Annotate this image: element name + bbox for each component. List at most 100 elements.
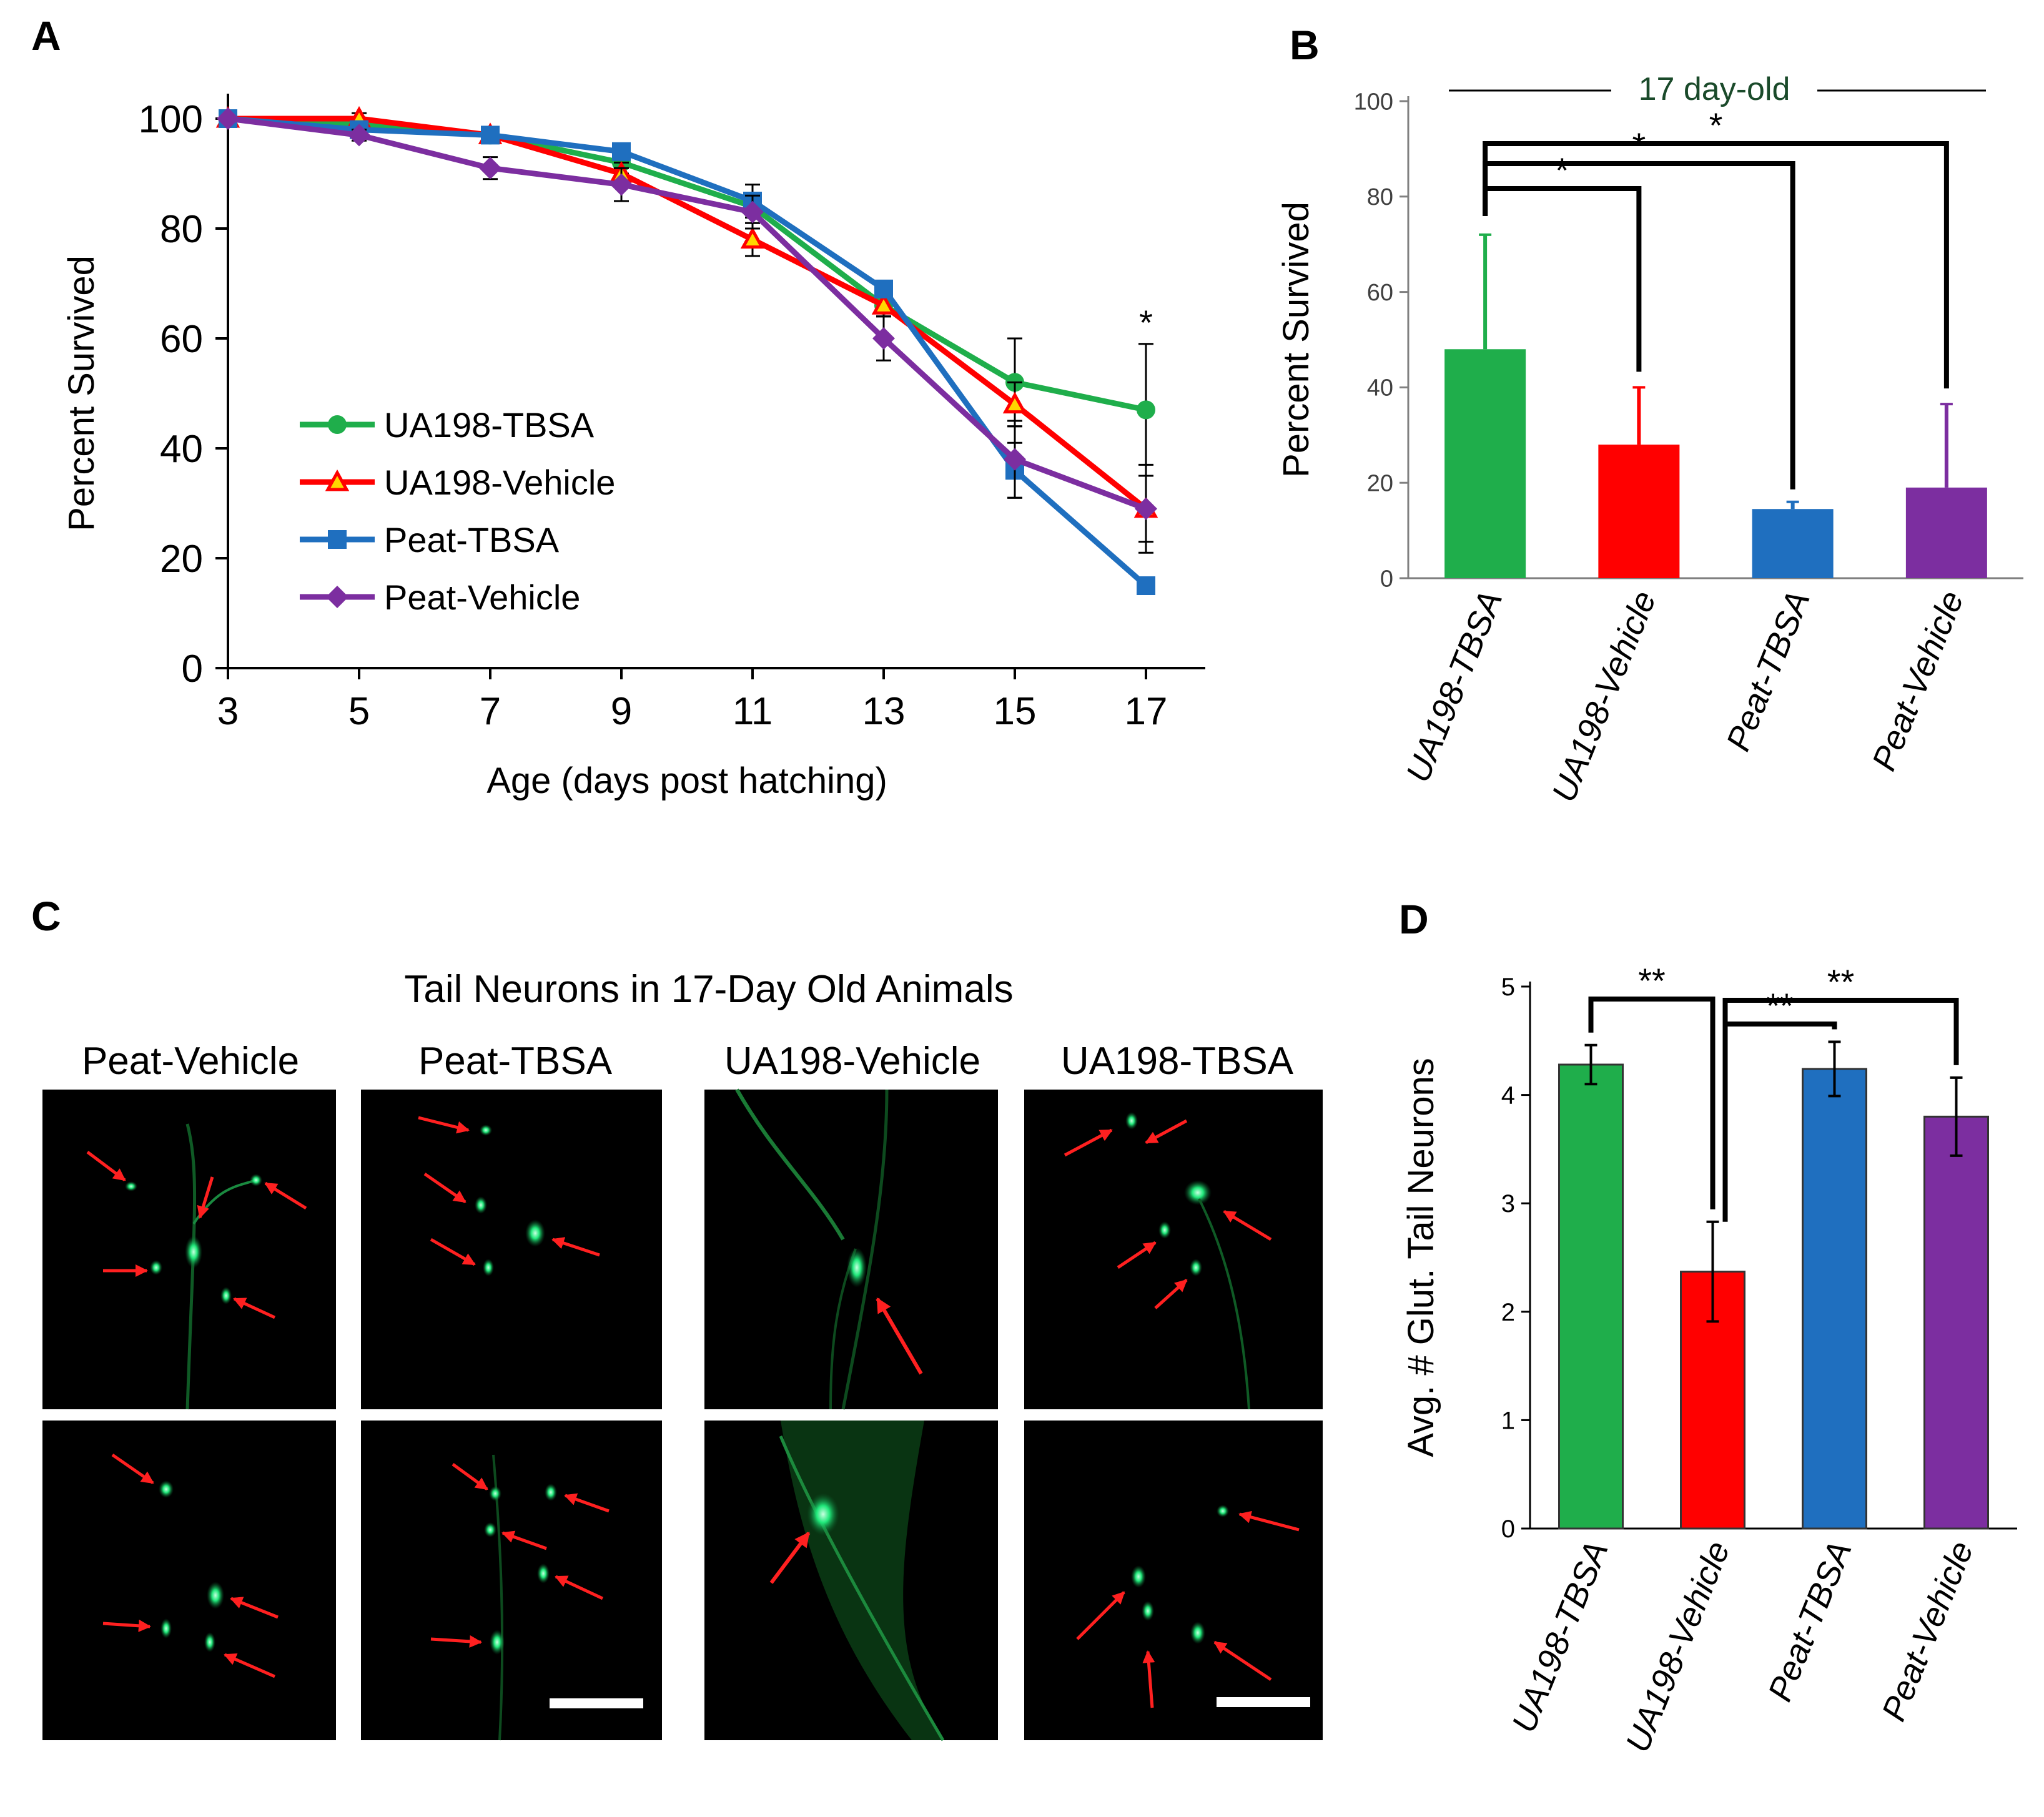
panel-d-y-tick-label: 5	[1501, 973, 1515, 1001]
panel-a-x-tick-label: 7	[480, 690, 501, 733]
panel-a-x-tick-label: 9	[611, 690, 632, 733]
panel-b-category-label: Peat-TBSA	[1719, 586, 1817, 756]
panel-a-data-point	[1004, 448, 1026, 471]
panel-d-significance-bracket	[1722, 998, 1959, 1222]
panel-c: C Tail Neurons in 17-Day Old Animals Pea…	[31, 893, 1323, 1741]
panel-d-y-tick-label: 3	[1501, 1190, 1515, 1218]
panel-b-significance-bracket	[1483, 186, 1642, 372]
panel-d-category-label: Peat-Vehicle	[1875, 1536, 1981, 1726]
panel-a-y-tick-label: 40	[160, 428, 203, 471]
panel-d-significance: ** ** **	[1588, 961, 1959, 1222]
panel-d-significance-label: **	[1766, 986, 1794, 1025]
panel-d-y-axis-title: Avg. # Glut. Tail Neurons	[1401, 1058, 1441, 1457]
panel-b-y-axis-title: Percent Survived	[1276, 202, 1316, 478]
panel-b-y-tick-label: 20	[1367, 471, 1393, 497]
panel-d-category-label: UA198-Vehicle	[1619, 1536, 1737, 1758]
panel-b-axes: 0 20 40 60 80 100	[1354, 89, 2023, 592]
scale-bar	[550, 1698, 643, 1708]
panel-a-x-tick-label: 5	[348, 690, 370, 733]
panel-d-y-tick-label: 2	[1501, 1299, 1515, 1326]
panel-a-legend-label: Peat-Vehicle	[384, 578, 580, 617]
panel-a-y-tick-label: 0	[182, 648, 203, 691]
panel-a-data-point	[612, 142, 631, 161]
panel-c-column-label: Peat-TBSA	[418, 1040, 613, 1083]
panel-c-micrographs	[42, 1088, 1323, 1741]
panel-d-significance-bracket	[1588, 997, 1716, 1209]
panel-a-x-axis-title: Age (days post hatching)	[486, 761, 887, 801]
panel-b-bars: UA198-TBSA UA198-Vehicle Peat-TBSA Peat-Veh…	[1399, 233, 1987, 807]
panel-b-category-label: Peat-Vehicle	[1865, 586, 1971, 776]
micrograph-peat-vehicle-top	[42, 1090, 336, 1410]
panel-d-bars: UA198-TBSA UA198-Vehicle Peat-TBSA Peat-Veh…	[1505, 1040, 1989, 1758]
panel-c-column-label: UA198-TBSA	[1061, 1040, 1294, 1083]
panel-d: D 0 1 2 3 4 5 UA198-TBSA UA198-Vehicle Peat-TBS…	[1399, 896, 2017, 1758]
panel-a-data-point	[1137, 576, 1155, 595]
panel-d-y-tick-label: 1	[1501, 1407, 1515, 1434]
panel-a-data-point	[741, 200, 764, 224]
scale-bar	[1217, 1697, 1310, 1707]
panel-b-header: 17 day-old	[1639, 71, 1790, 107]
panel-a-legend-marker	[328, 415, 347, 434]
panel-d-bar-chart: 0 1 2 3 4 5 UA198-TBSA UA198-Vehicle Peat-TBSA P…	[1401, 961, 2017, 1758]
panel-b-y-tick-label: 100	[1354, 89, 1393, 115]
panel-d-letter: D	[1399, 896, 1429, 942]
panel-b-y-tick-label: 40	[1367, 375, 1393, 401]
panel-a-x-tick-label: 15	[994, 690, 1037, 733]
panel-c-column-label: UA198-Vehicle	[724, 1040, 980, 1083]
panel-a-y-tick-label: 60	[160, 318, 203, 361]
panel-b-significance-label: *	[1555, 150, 1569, 190]
panel-a-data-point	[610, 173, 633, 196]
panel-a-axes: 0 20 40 60 80 100 3 5 7 9 11 13 15 17	[139, 94, 1205, 733]
micrograph-ua198-vehicle-bottom	[704, 1421, 998, 1741]
panel-d-y-tick-label: 0	[1501, 1515, 1515, 1543]
panel-a-series-line-peat-vehicle	[227, 116, 1147, 512]
panel-b-category-label: UA198-TBSA	[1399, 586, 1509, 787]
panel-d-significance-label: **	[1827, 962, 1855, 1002]
panel-a-data-point	[872, 327, 895, 350]
panel-a-series-line-ua198-vehicle	[228, 116, 1148, 511]
panel-a-y-tick-label: 80	[160, 208, 203, 251]
panel-a-y-axis-title: Percent Survived	[61, 255, 102, 531]
panel-a-x-tick-label: 17	[1125, 690, 1168, 733]
panel-a-data-point	[1137, 400, 1155, 420]
panel-b-y-tick-label: 80	[1367, 184, 1393, 210]
panel-a-legend-label: UA198-TBSA	[384, 405, 595, 445]
panel-d-bar	[1802, 1068, 1867, 1530]
panel-a-legend-marker	[326, 586, 348, 608]
panel-a-legend-marker	[325, 469, 350, 491]
panel-a-data-point	[348, 124, 370, 147]
micrograph-peat-tbsa-top	[361, 1090, 662, 1409]
panel-a-legend: UA198-TBSA UA198-Vehicle Peat-TBSA Peat-Veh…	[300, 405, 615, 617]
panel-a-series-line-ua198-tbsa	[227, 116, 1147, 413]
panel-c-title: Tail Neurons in 17-Day Old Animals	[404, 968, 1013, 1011]
panel-c-column-label: Peat-Vehicle	[82, 1040, 299, 1083]
panel-a-data-point	[481, 126, 500, 145]
panel-d-category-label: UA198-TBSA	[1505, 1536, 1616, 1738]
panel-b-significance-label: *	[1709, 106, 1723, 145]
panel-c-letter: C	[31, 893, 61, 939]
micrograph-ua198-vehicle-top	[704, 1088, 998, 1410]
micrograph-peat-vehicle-bottom	[42, 1421, 336, 1740]
micrograph-peat-tbsa-bottom	[361, 1421, 662, 1741]
panel-b-significance-bracket	[1483, 141, 1949, 389]
panel-b-bar	[1444, 349, 1526, 578]
panel-a-data-point	[479, 157, 501, 180]
panel-b-bar	[1752, 509, 1834, 578]
panel-b-bar	[1905, 487, 1987, 578]
micrograph-ua198-tbsa-top	[1024, 1090, 1323, 1410]
panel-a-legend-marker	[328, 530, 347, 549]
panel-b-category-label: UA198-Vehicle	[1545, 586, 1664, 807]
panel-a-legend-label: Peat-TBSA	[384, 520, 560, 559]
panel-a-significance-star: *	[1139, 303, 1153, 342]
panel-b-significance: ***	[1483, 106, 1949, 490]
panel-d-significance-label: **	[1638, 961, 1666, 1000]
panel-a-y-tick-label: 20	[160, 538, 203, 581]
panel-b-bar	[1598, 445, 1680, 578]
panel-b-y-tick-label: 60	[1367, 280, 1393, 306]
panel-a-legend-label: UA198-Vehicle	[384, 463, 615, 502]
